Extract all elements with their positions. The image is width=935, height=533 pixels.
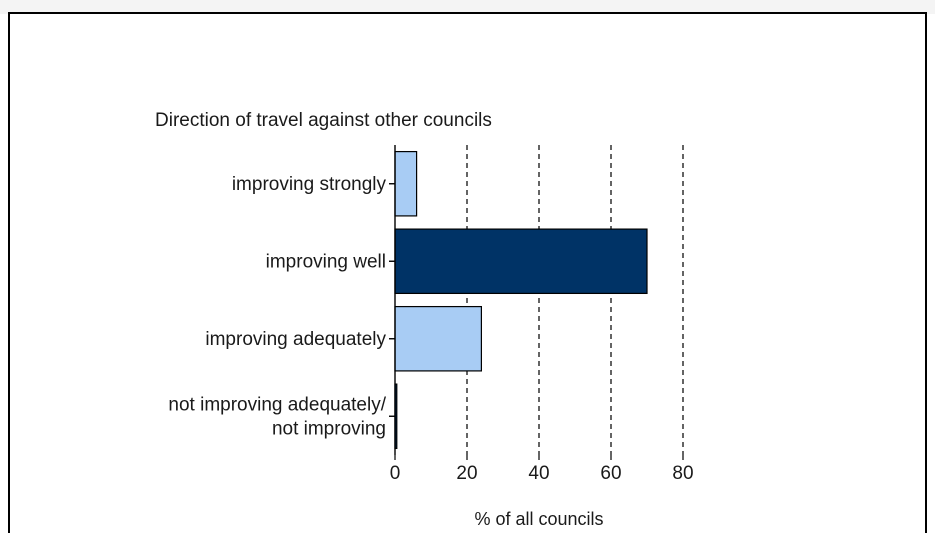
bar-2 [394, 305, 483, 372]
category-labels: improving strongly improving well improvin… [168, 174, 386, 440]
category-label-1: improving well [266, 251, 386, 272]
x-tick-label-2: 40 [528, 463, 549, 484]
gridlines [466, 145, 684, 455]
x-tick-label-4: 80 [672, 463, 693, 484]
x-tick-label-3: 60 [600, 463, 621, 484]
category-label-0: improving strongly [232, 174, 387, 195]
bar-0 [394, 150, 418, 217]
x-tick-label-0: 0 [390, 463, 401, 484]
x-tick-labels: 0 20 40 60 80 [390, 463, 694, 484]
bars [394, 150, 648, 450]
axes [389, 145, 684, 460]
chart-title: Direction of travel against other counci… [155, 110, 492, 131]
figure-frame [8, 12, 927, 533]
category-label-3: not improving adequately/not improving [168, 394, 386, 439]
watermark-band [0, 0, 935, 14]
x-tick-label-1: 20 [456, 463, 477, 484]
bar-1 [394, 228, 648, 295]
x-axis-label: % of all councils [474, 509, 603, 529]
category-label-2: improving adequately [205, 329, 386, 350]
